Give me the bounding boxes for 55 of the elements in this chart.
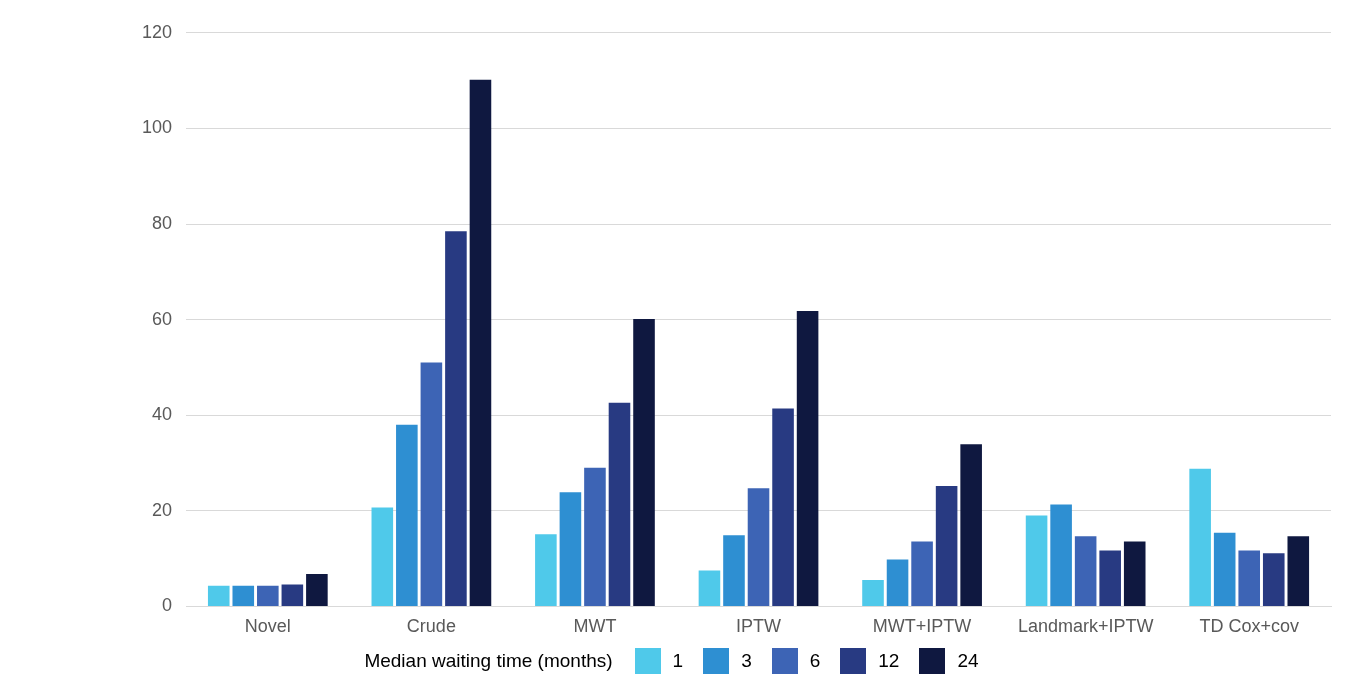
bar — [1189, 468, 1211, 606]
y-tick-label: 80 — [152, 212, 173, 233]
bar — [207, 585, 230, 606]
bar — [608, 402, 631, 606]
x-tick-label: Landmark+IPTW — [1017, 616, 1154, 637]
x-tick-label: MWT+IPTW — [872, 616, 972, 637]
bar — [633, 319, 655, 606]
x-tick-label: Novel — [244, 616, 291, 637]
y-tick-label: 60 — [152, 308, 173, 329]
bar — [698, 570, 721, 606]
bar — [1025, 515, 1048, 606]
bar — [960, 444, 982, 606]
bar — [306, 573, 328, 606]
y-tick-label: 100 — [141, 117, 173, 138]
bar — [796, 311, 819, 606]
bar — [396, 424, 418, 606]
bar — [747, 488, 770, 606]
bar — [257, 585, 279, 606]
bar — [232, 585, 255, 606]
bar — [1238, 550, 1261, 606]
bar — [469, 79, 492, 606]
bar — [886, 559, 909, 606]
bar — [1123, 541, 1146, 606]
legend-title: Median waiting time (months) — [364, 650, 613, 672]
legend-label: 12 — [878, 650, 900, 672]
bar — [371, 507, 394, 606]
bar — [535, 534, 557, 606]
x-tick-label: IPTW — [736, 616, 782, 637]
y-tick-label: 120 — [141, 21, 173, 42]
y-tick-label: 0 — [162, 595, 173, 616]
bar — [584, 467, 606, 606]
x-tick-label: Crude — [406, 616, 456, 637]
bar — [935, 485, 958, 606]
bar — [445, 231, 467, 606]
bar — [420, 362, 443, 606]
bar — [772, 408, 794, 606]
bar — [1074, 536, 1097, 606]
bar — [559, 492, 582, 606]
legend-label: 3 — [741, 650, 752, 672]
bar — [1050, 504, 1072, 606]
bar — [1262, 553, 1285, 606]
bar — [281, 584, 304, 606]
legend-label: 24 — [957, 650, 979, 672]
legend-label: 1 — [672, 650, 684, 672]
bar — [862, 580, 884, 606]
x-tick-label: MWT — [573, 616, 617, 637]
legend-label: 6 — [809, 650, 821, 672]
bar — [911, 541, 933, 606]
x-tick-label: TD Cox+cov — [1199, 616, 1299, 637]
bar — [1099, 550, 1121, 606]
bar — [1213, 532, 1236, 606]
y-tick-label: 20 — [152, 499, 173, 520]
bar — [1287, 536, 1310, 606]
bar — [723, 535, 745, 606]
y-tick-label: 40 — [152, 404, 173, 425]
